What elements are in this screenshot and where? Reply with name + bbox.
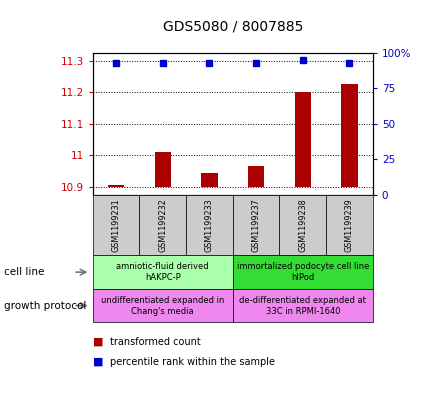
Text: GDS5080 / 8007885: GDS5080 / 8007885 xyxy=(162,19,302,33)
Text: amniotic-fluid derived
hAKPC-P: amniotic-fluid derived hAKPC-P xyxy=(116,262,209,282)
Text: GSM1199231: GSM1199231 xyxy=(111,198,120,252)
Bar xyxy=(201,173,217,187)
Text: growth protocol: growth protocol xyxy=(4,301,86,310)
Text: cell line: cell line xyxy=(4,267,45,277)
Bar xyxy=(108,185,124,187)
Text: GSM1199233: GSM1199233 xyxy=(204,198,213,252)
Text: GSM1199237: GSM1199237 xyxy=(251,198,260,252)
Text: ■: ■ xyxy=(92,337,103,347)
Text: ■: ■ xyxy=(92,356,103,367)
Text: undifferentiated expanded in
Chang's media: undifferentiated expanded in Chang's med… xyxy=(101,296,224,316)
Bar xyxy=(247,166,264,187)
Text: GSM1199238: GSM1199238 xyxy=(298,198,307,252)
Text: de-differentiated expanded at
33C in RPMI-1640: de-differentiated expanded at 33C in RPM… xyxy=(239,296,366,316)
Bar xyxy=(294,92,310,187)
Text: GSM1199239: GSM1199239 xyxy=(344,198,353,252)
Bar xyxy=(341,84,357,187)
Text: immortalized podocyte cell line
hIPod: immortalized podocyte cell line hIPod xyxy=(236,262,368,282)
Text: percentile rank within the sample: percentile rank within the sample xyxy=(110,356,274,367)
Bar xyxy=(154,152,170,187)
Text: GSM1199232: GSM1199232 xyxy=(158,198,167,252)
Text: transformed count: transformed count xyxy=(110,337,200,347)
